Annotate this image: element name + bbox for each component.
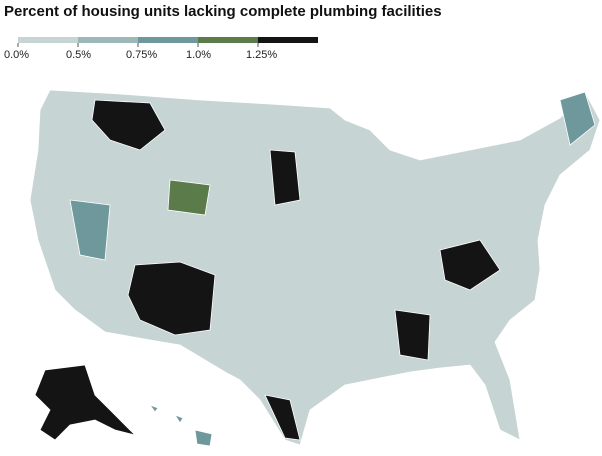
map-title: Percent of housing units lacking complet…: [4, 3, 442, 20]
montana: [91, 99, 166, 151]
legend: 0.0% 0.5% 0.75% 1.0% 1.25%: [4, 37, 318, 61]
lower-48: [29, 89, 601, 446]
alaska: [34, 364, 137, 441]
legend-label: 0.75%: [126, 49, 157, 61]
legend-label: 1.25%: [246, 49, 277, 61]
legend-swatch: [258, 37, 318, 43]
wyoming: [167, 179, 211, 216]
legend-label: 1.0%: [186, 49, 211, 61]
us-map: [29, 89, 601, 447]
dakota: [269, 149, 301, 206]
legend-label: 0.0%: [4, 49, 29, 61]
maine: [559, 91, 596, 146]
appalachia: [439, 239, 501, 291]
legend-swatch: [18, 37, 78, 43]
legend-swatch: [198, 37, 258, 43]
four-corners: [127, 261, 216, 336]
mississippi: [394, 309, 431, 361]
texas-border: [264, 394, 301, 441]
nevada: [69, 199, 111, 261]
legend-swatch: [78, 37, 138, 43]
legend-swatch: [138, 37, 198, 43]
legend-label: 0.5%: [66, 49, 91, 61]
hawaii: [148, 404, 213, 447]
